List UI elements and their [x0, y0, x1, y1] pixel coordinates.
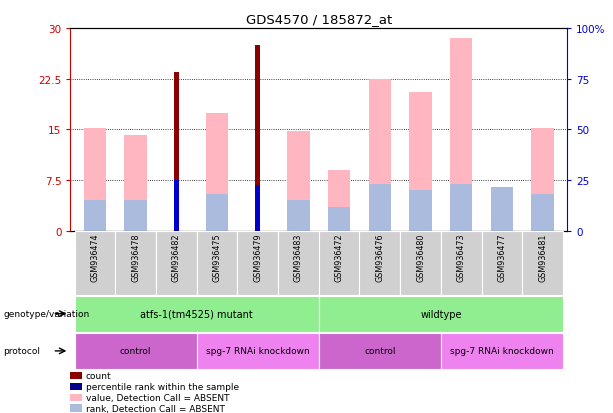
Bar	[115, 231, 156, 295]
Text: GSM936481: GSM936481	[538, 233, 547, 281]
Bar	[197, 231, 237, 295]
Text: GSM936476: GSM936476	[375, 233, 384, 282]
Bar	[319, 296, 563, 332]
Bar	[197, 333, 319, 369]
Bar	[278, 231, 319, 295]
Bar	[409, 191, 432, 231]
Text: count: count	[86, 371, 112, 380]
Bar	[75, 333, 197, 369]
Text: GSM936475: GSM936475	[213, 233, 221, 282]
Bar	[328, 208, 350, 231]
Bar	[287, 132, 310, 231]
Bar	[450, 184, 473, 231]
Bar	[124, 201, 147, 231]
Bar	[156, 231, 197, 295]
Bar	[84, 129, 106, 231]
Text: GSM936482: GSM936482	[172, 233, 181, 282]
Bar	[409, 93, 432, 231]
Bar	[124, 135, 147, 231]
Text: spg-7 RNAi knockdown: spg-7 RNAi knockdown	[206, 347, 310, 356]
Bar	[522, 231, 563, 295]
Text: GSM936480: GSM936480	[416, 233, 425, 281]
Bar	[531, 129, 554, 231]
Bar	[491, 188, 513, 231]
Text: GSM936479: GSM936479	[253, 233, 262, 282]
Text: GSM936478: GSM936478	[131, 233, 140, 282]
Bar	[441, 333, 563, 369]
Bar	[287, 201, 310, 231]
Text: atfs-1(tm4525) mutant: atfs-1(tm4525) mutant	[140, 309, 253, 319]
Bar	[450, 39, 473, 231]
Text: control: control	[120, 347, 151, 356]
Text: GSM936472: GSM936472	[335, 233, 344, 282]
Bar	[531, 194, 554, 231]
Text: GSM936473: GSM936473	[457, 233, 466, 282]
Bar	[319, 231, 359, 295]
Text: genotype/variation: genotype/variation	[3, 309, 89, 318]
Bar	[75, 296, 319, 332]
Bar	[441, 231, 482, 295]
Bar	[482, 231, 522, 295]
Bar	[255, 46, 260, 231]
Text: rank, Detection Call = ABSENT: rank, Detection Call = ABSENT	[86, 404, 225, 413]
Text: wildtype: wildtype	[420, 309, 462, 319]
Bar	[237, 231, 278, 295]
Bar	[206, 194, 228, 231]
Bar	[255, 185, 260, 231]
Title: GDS4570 / 185872_at: GDS4570 / 185872_at	[246, 13, 392, 26]
Bar	[368, 79, 391, 231]
Text: control: control	[364, 347, 395, 356]
Bar	[400, 231, 441, 295]
Text: spg-7 RNAi knockdown: spg-7 RNAi knockdown	[450, 347, 554, 356]
Bar	[174, 181, 179, 231]
Bar	[206, 113, 228, 231]
Text: value, Detection Call = ABSENT: value, Detection Call = ABSENT	[86, 393, 229, 402]
Text: GSM936474: GSM936474	[90, 233, 99, 282]
Text: percentile rank within the sample: percentile rank within the sample	[86, 382, 239, 391]
Bar	[359, 231, 400, 295]
Bar	[174, 73, 179, 231]
Text: GSM936483: GSM936483	[294, 233, 303, 281]
Text: protocol: protocol	[3, 347, 40, 356]
Bar	[84, 201, 106, 231]
Bar	[319, 333, 441, 369]
Bar	[368, 184, 391, 231]
Text: GSM936477: GSM936477	[497, 233, 506, 282]
Bar	[75, 231, 115, 295]
Bar	[328, 171, 350, 231]
